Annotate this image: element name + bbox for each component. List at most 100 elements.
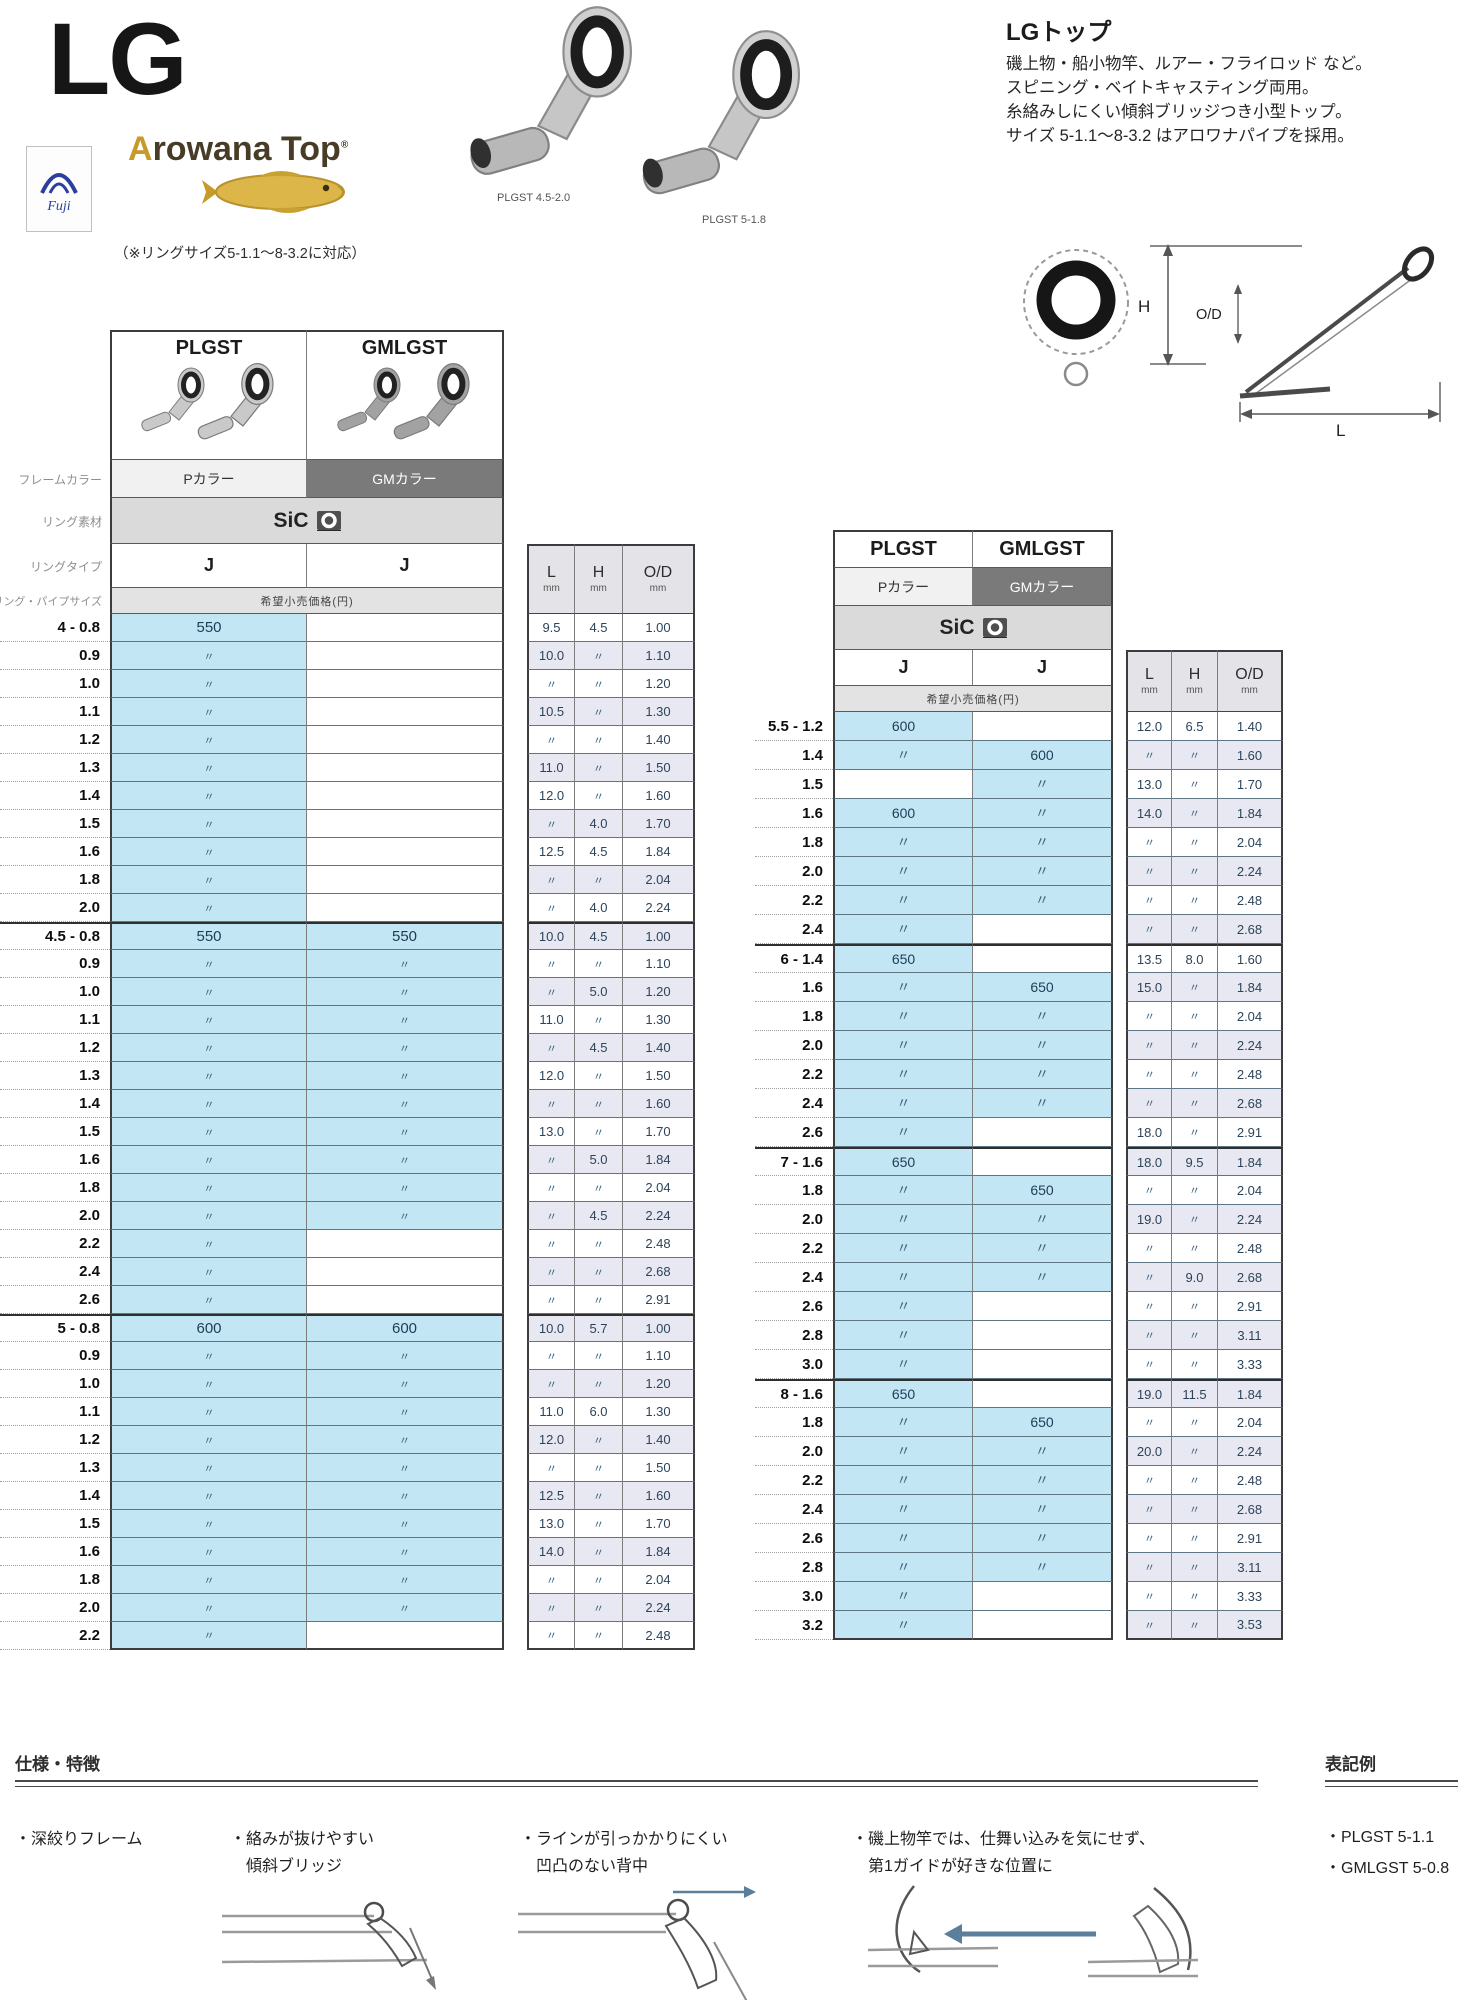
- size-label: 1.1: [0, 1398, 110, 1426]
- dim-l-value: 〃: [527, 978, 575, 1006]
- dim-od-value: 2.91: [623, 1286, 695, 1314]
- dim-od-value: 2.48: [623, 1230, 695, 1258]
- dim-h-value: 〃: [1172, 1350, 1218, 1379]
- size-label: 3.2: [755, 1611, 833, 1640]
- price-plgst: 〃: [833, 1263, 973, 1292]
- dim-l-value: 〃: [527, 1342, 575, 1370]
- size-label: 2.6: [755, 1524, 833, 1553]
- ring-type-plgst: J: [833, 650, 973, 686]
- table-row: 2.2 〃 〃 〃 2.48: [0, 1622, 695, 1650]
- size-label: 0.9: [0, 642, 110, 670]
- table-gap: [504, 894, 527, 922]
- description-line: サイズ 5-1.1〜8-3.2 はアロワナパイプを採用。: [1006, 127, 1354, 145]
- price-gmlgst: 650: [973, 1176, 1113, 1205]
- dim-od-value: 2.68: [1218, 1263, 1283, 1292]
- dim-h-value: 〃: [1172, 1524, 1218, 1553]
- price-plgst: 600: [833, 799, 973, 828]
- dim-l-value: 10.0: [527, 1314, 575, 1342]
- notation-item: ・PLGST 5-1.1: [1325, 1829, 1435, 1846]
- price-plgst: 〃: [833, 1582, 973, 1611]
- price-plgst: 〃: [110, 1426, 307, 1454]
- ring-material-cell: SiC: [833, 606, 1113, 650]
- dim-l-value: 10.5: [527, 698, 575, 726]
- table-gap: [1113, 1205, 1126, 1234]
- dim-l-value: 〃: [1126, 1582, 1172, 1611]
- dim-od-value: 2.24: [1218, 1205, 1283, 1234]
- dim-l-header: L: [1145, 666, 1154, 683]
- table-row: 1.3 〃 11.0 〃 1.50: [0, 754, 695, 782]
- dim-h-value: 〃: [575, 1118, 623, 1146]
- dim-l-value: 〃: [1126, 1176, 1172, 1205]
- dim-l-value: 〃: [1126, 915, 1172, 944]
- section-rule: [1325, 1780, 1458, 1787]
- feature-item: ・ラインが引っかかりにくい 凹凸のない背中: [520, 1831, 728, 1875]
- table-gap: [504, 726, 527, 754]
- price-plgst: 〃: [110, 1566, 307, 1594]
- dim-od-value: 2.04: [1218, 1176, 1283, 1205]
- table-gap: [504, 1370, 527, 1398]
- dim-l-value: 〃: [1126, 1292, 1172, 1321]
- size-label: 1.6: [0, 1146, 110, 1174]
- size-label: 4 - 0.8: [0, 614, 110, 642]
- notation-section-title: 表記例: [1325, 1755, 1376, 1774]
- dim-h-value: 〃: [1172, 828, 1218, 857]
- size-label: 1.3: [0, 1062, 110, 1090]
- dim-h-value: 〃: [575, 950, 623, 978]
- dim-od-value: 1.84: [623, 1538, 695, 1566]
- size-label: 2.4: [755, 915, 833, 944]
- dim-h-value: 〃: [575, 1286, 623, 1314]
- table-gap: [1113, 1437, 1126, 1466]
- dim-l-value: 12.5: [527, 1482, 575, 1510]
- dim-h-value: 〃: [1172, 915, 1218, 944]
- table-gap: [1113, 1379, 1126, 1408]
- price-gmlgst: 〃: [973, 1466, 1113, 1495]
- table-gap: [504, 1566, 527, 1594]
- price-gmlgst: [973, 1147, 1113, 1176]
- dim-h-value: 〃: [575, 1090, 623, 1118]
- dim-l-value: 18.0: [1126, 1147, 1172, 1176]
- dim-h-value: 4.0: [575, 894, 623, 922]
- table-row: 0.9 〃 〃 〃 〃 1.10: [0, 1342, 695, 1370]
- dim-od-value: 1.00: [623, 614, 695, 642]
- diagram-od-label: O/D: [1196, 307, 1222, 323]
- price-gmlgst: [973, 1350, 1113, 1379]
- size-label: 2.6: [755, 1118, 833, 1147]
- table-row: 1.8 〃 〃 〃 〃 2.04: [0, 1566, 695, 1594]
- size-label: 7 - 1.6: [755, 1147, 833, 1176]
- table-gap: [504, 614, 527, 642]
- table-row: 1.6 600 〃 14.0 〃 1.84: [755, 799, 1283, 828]
- price-plgst: 〃: [833, 1292, 973, 1321]
- dim-od-value: 1.20: [623, 1370, 695, 1398]
- table-gap: [1113, 1292, 1126, 1321]
- dim-od-value: 1.60: [623, 1090, 695, 1118]
- price-plgst: 〃: [833, 1234, 973, 1263]
- price-gmlgst: [307, 1258, 504, 1286]
- dim-l-value: 〃: [1126, 1263, 1172, 1292]
- price-plgst: 〃: [110, 1118, 307, 1146]
- dim-od-value: 1.20: [623, 978, 695, 1006]
- price-gmlgst: 600: [307, 1314, 504, 1342]
- notation-examples: ・PLGST 5-1.1 ・GMLGST 5-0.8: [1325, 1822, 1449, 1884]
- size-label: 1.4: [0, 1482, 110, 1510]
- dim-od-value: 3.11: [1218, 1321, 1283, 1350]
- dim-h-value: 〃: [1172, 1002, 1218, 1031]
- photo-caption: PLGST 4.5-2.0: [497, 192, 571, 204]
- dim-h-value: 〃: [575, 1006, 623, 1034]
- table-gap: [1113, 973, 1126, 1002]
- dim-h-value: 〃: [1172, 799, 1218, 828]
- price-plgst: 〃: [110, 754, 307, 782]
- price-plgst: 〃: [110, 1006, 307, 1034]
- dim-h-value: 〃: [575, 1538, 623, 1566]
- price-plgst: 〃: [110, 1230, 307, 1258]
- dim-od-value: 1.60: [623, 782, 695, 810]
- table-row: 8 - 1.6 650 19.0 11.5 1.84: [755, 1379, 1283, 1408]
- table-gap: [504, 978, 527, 1006]
- price-gmlgst: [973, 1379, 1113, 1408]
- price-gmlgst: 〃: [973, 1089, 1113, 1118]
- dim-l-value: 〃: [1126, 1495, 1172, 1524]
- fuji-logo: Fuji: [26, 146, 92, 232]
- dim-od-value: 2.68: [623, 1258, 695, 1286]
- table-row: 2.2 〃 〃 〃 〃 2.48: [755, 1060, 1283, 1089]
- table-row: 1.6 〃 〃 14.0 〃 1.84: [0, 1538, 695, 1566]
- table-gap: [504, 1258, 527, 1286]
